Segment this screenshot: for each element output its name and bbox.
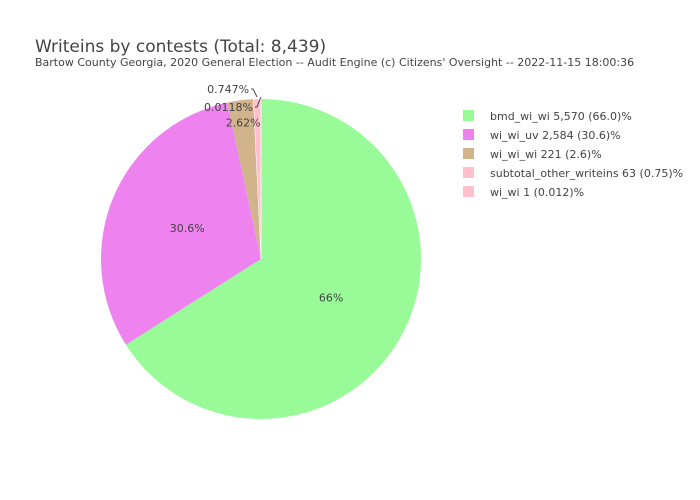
chart-subtitle: Bartow County Georgia, 2020 General Elec… bbox=[35, 56, 634, 69]
legend-label-wi-wi[interactable]: wi_wi 1 (0.012)% bbox=[490, 186, 584, 199]
pie-slice-label-bmd-wi-wi: 66% bbox=[319, 292, 343, 305]
pie-slice-label-wi-wi-wi: 2.62% bbox=[226, 117, 261, 130]
legend-label-bmd-wi-wi[interactable]: bmd_wi_wi 5,570 (66.0)% bbox=[490, 110, 632, 123]
legend-label-subtotal-other-writeins[interactable]: subtotal_other_writeins 63 (0.75)% bbox=[490, 167, 683, 180]
legend: bmd_wi_wi 5,570 (66.0)% wi_wi_uv 2,584 (3… bbox=[463, 110, 683, 199]
pie-slice-label-subtotal-other-writeins: 0.747% bbox=[207, 83, 249, 96]
legend-swatch-bmd-wi-wi[interactable] bbox=[463, 110, 474, 121]
pie-slice-bmd-wi-wi bbox=[125, 99, 421, 420]
legend-swatch-wi-wi[interactable] bbox=[463, 186, 474, 197]
pie-label-leader-line bbox=[251, 88, 258, 98]
pie-slice-label-wi-wi-uv: 30.6% bbox=[170, 222, 205, 235]
legend-swatch-wi-wi-wi[interactable] bbox=[463, 148, 474, 159]
legend-swatch-wi-wi-uv[interactable] bbox=[463, 129, 474, 140]
pie-slices bbox=[100, 98, 421, 420]
pie-label-leader-line bbox=[254, 96, 262, 108]
legend-swatch-subtotal-other-writeins[interactable] bbox=[463, 167, 474, 178]
legend-label-wi-wi-uv[interactable]: wi_wi_uv 2,584 (30.6)% bbox=[490, 129, 621, 142]
pie-labels: 66% 30.6% 2.62% 0.747% 0.0118% bbox=[170, 83, 344, 304]
pie-slice-label-wi-wi: 0.0118% bbox=[204, 101, 253, 114]
chart-title: Writeins by contests (Total: 8,439) bbox=[35, 37, 326, 57]
legend-label-wi-wi-wi[interactable]: wi_wi_wi 221 (2.6)% bbox=[490, 148, 602, 161]
pie-slice-wi-wi-uv bbox=[100, 102, 261, 345]
pie-slice-wi-wi-wi bbox=[227, 99, 261, 259]
